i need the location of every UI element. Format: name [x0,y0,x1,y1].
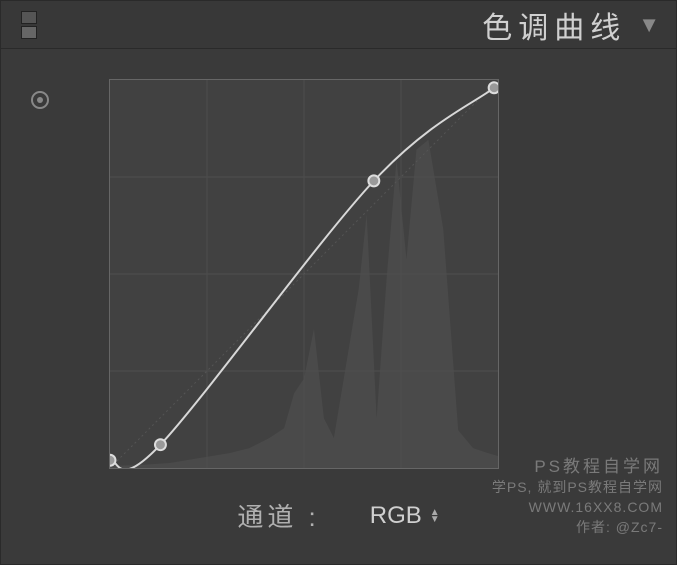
switch-top [21,11,37,24]
curve-point-3[interactable] [489,82,498,93]
stepper-icon[interactable]: ▲ ▼ [430,509,440,523]
curve-svg[interactable] [110,80,498,468]
panel-title: 色调曲线 [482,3,626,47]
panel-content [1,49,676,479]
switch-bottom [21,26,37,39]
stepper-down-icon: ▼ [430,516,440,523]
curve-point-1[interactable] [155,439,166,450]
channel-label: 通道 : [237,497,319,534]
channel-selector[interactable]: RGB ▲ ▼ [370,502,440,530]
curve-point-2[interactable] [368,175,379,186]
curve-editor[interactable] [109,79,499,469]
tone-curve-panel: 色调曲线 ▼ 通道 : RGB ▲ [0,0,677,565]
channel-value-text: RGB [370,502,422,530]
target-adjustment-icon[interactable] [31,91,49,109]
collapse-icon[interactable]: ▼ [638,12,660,38]
panel-switch[interactable] [21,11,37,39]
curve-point-0[interactable] [110,455,115,466]
channel-row: 通道 : RGB ▲ ▼ [1,479,676,534]
panel-header: 色调曲线 ▼ [1,1,676,49]
target-dot [37,97,43,103]
